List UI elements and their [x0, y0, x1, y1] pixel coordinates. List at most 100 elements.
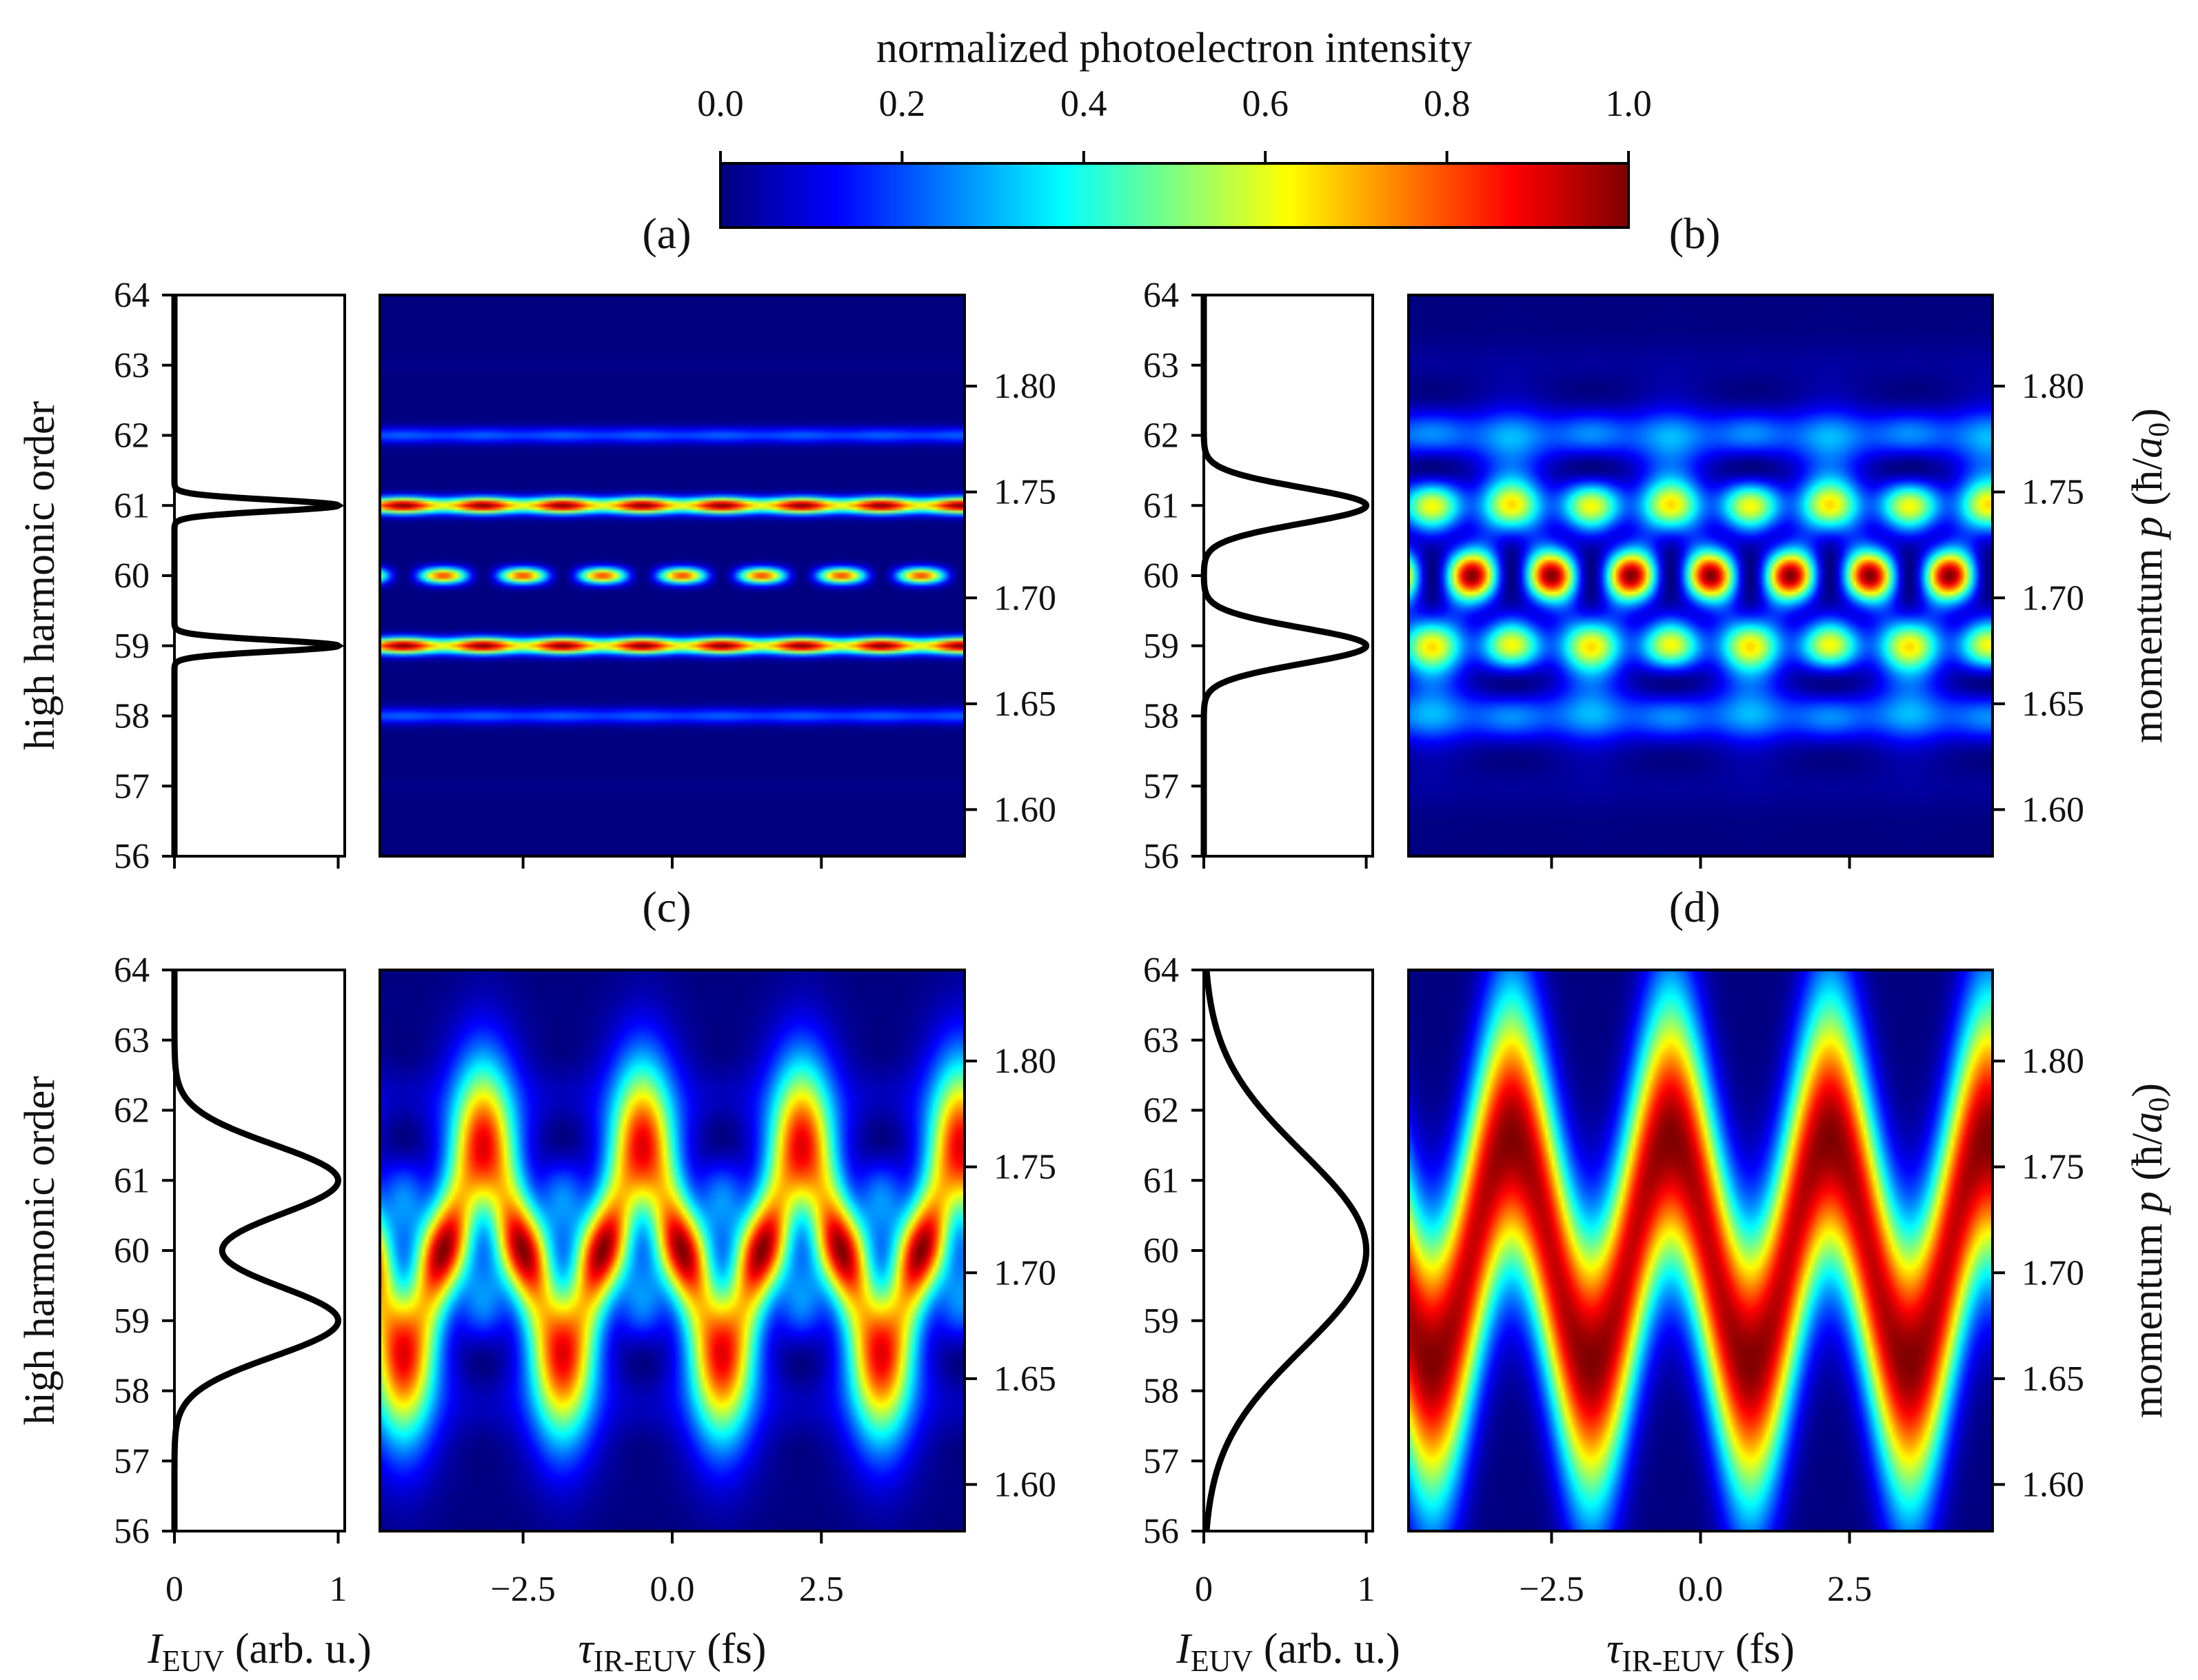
- y-tick-label: 63: [1143, 346, 1179, 385]
- colorbar: [720, 163, 1629, 227]
- spectrum-frame: [1202, 294, 1374, 858]
- panel-c: (c) 56 57 58 59 60 61 62 63 64 1.60 1.65 1.70 1.75 1.8…: [17, 882, 1056, 1678]
- y-tick-label: 57: [114, 1441, 150, 1481]
- panel-d: (d) 56 57 58 59 60 61 62 63 64 1.60 1.65 1.70 1.75 1.8…: [1143, 882, 2175, 1678]
- momentum-tick-label: 1.60: [994, 790, 1056, 829]
- ylabel-var: p: [2124, 516, 2171, 540]
- colorbar-tick-label: 0.2: [879, 83, 926, 124]
- y-tick-label: 57: [1143, 767, 1179, 806]
- momentum-tick-label: 1.75: [994, 473, 1056, 512]
- momentum-tick-label: 1.65: [994, 685, 1056, 724]
- xlabel-sub: EUV: [1191, 1644, 1253, 1678]
- colorbar-frame: [719, 162, 1630, 229]
- heatmap-frame: [1407, 294, 1994, 858]
- ylabel-open: (ħ/: [2124, 458, 2171, 516]
- harmonic-ylabel: high harmonic order: [17, 1076, 63, 1426]
- y-tick-label: 62: [114, 416, 150, 456]
- y-tick-label: 64: [1143, 951, 1179, 990]
- spectrum-frame: [173, 969, 346, 1532]
- xlabel-rest: (fs): [1724, 1626, 1795, 1672]
- momentum-tick-label: 1.60: [2021, 790, 2084, 829]
- heatmap-frame: [379, 294, 966, 858]
- y-tick-label: 56: [1143, 837, 1179, 876]
- momentum-tick-label: 1.75: [2021, 1148, 2084, 1187]
- colorbar-tick-label: 0.4: [1060, 83, 1107, 124]
- colorbar-tick-label: 0.6: [1242, 83, 1289, 124]
- colorbar-tick-label: 0.0: [697, 83, 744, 124]
- delay-xlabel: τIR-EUV (fs): [1606, 1626, 1795, 1678]
- heatmap-a: [380, 295, 965, 856]
- colorbar-tick-label: 1.0: [1605, 83, 1652, 124]
- momentum-tick-label: 1.70: [994, 1253, 1056, 1293]
- panel-label: (a): [642, 209, 691, 258]
- momentum-tick-label: 1.80: [2021, 367, 2084, 406]
- spectrum-curve: [1203, 969, 1370, 1532]
- delay-tick-label: −2.5: [1519, 1570, 1584, 1609]
- y-tick-label: 59: [114, 1302, 150, 1341]
- y-tick-label: 56: [1143, 1512, 1179, 1551]
- momentum-tick-label: 1.70: [994, 578, 1056, 618]
- y-tick-label: 62: [1143, 1091, 1179, 1131]
- intensity-tick-label: 1: [1358, 1570, 1375, 1609]
- ylabel-close: ): [2124, 1083, 2171, 1097]
- ylabel-text: momentum: [2124, 1213, 2171, 1418]
- ylabel-var: p: [2124, 1191, 2171, 1215]
- spectrum-xlabel: IEUV (arb. u.): [1176, 1626, 1400, 1678]
- y-tick-label: 60: [1143, 556, 1179, 596]
- y-tick-label: 64: [1143, 276, 1179, 315]
- heatmap-frame: [1407, 969, 1994, 1532]
- y-tick-label: 58: [114, 1372, 150, 1411]
- y-tick-label: 58: [1143, 697, 1179, 736]
- panel-a: (a) 56 57 58 59 60 61 62 63 64 1.60 1.65 1.70 1.75 1.8…: [17, 209, 1056, 876]
- delay-tick-label: 0.0: [1678, 1570, 1723, 1609]
- y-tick-label: 61: [114, 1161, 150, 1200]
- heatmap-frame: [379, 969, 966, 1532]
- delay-xlabel: τIR-EUV (fs): [578, 1626, 767, 1678]
- y-tick-label: 61: [1143, 1161, 1179, 1200]
- y-tick-label: 63: [114, 1021, 150, 1060]
- y-tick-label: 64: [114, 276, 150, 315]
- spectrum-frame: [173, 294, 346, 858]
- colorbar-tick-label: 0.8: [1424, 83, 1471, 124]
- y-tick-label: 60: [114, 1231, 150, 1271]
- momentum-ylabel: momentum p (ħ/a0): [2124, 408, 2175, 743]
- momentum-tick-label: 1.75: [2021, 473, 2084, 512]
- heatmap-b: [1409, 295, 1993, 856]
- y-tick-label: 59: [1143, 1302, 1179, 1341]
- harmonic-ylabel: high harmonic order: [17, 401, 63, 751]
- xlabel-rest: (fs): [696, 1626, 767, 1672]
- heatmap-c: [380, 970, 965, 1531]
- spectrum-curve: [1200, 295, 1370, 856]
- intensity-tick-label: 1: [330, 1570, 347, 1609]
- y-tick-label: 60: [114, 556, 150, 596]
- panel-b: (b) 56 57 58 59 60 61 62 63 64 1.60 1.65 1.70 1.75 1.8…: [1143, 209, 2175, 876]
- momentum-tick-label: 1.80: [2021, 1042, 2084, 1081]
- y-tick-label: 62: [114, 1091, 150, 1131]
- delay-tick-label: 2.5: [799, 1570, 844, 1609]
- y-tick-label: 59: [114, 627, 150, 666]
- xlabel-rest: (arb. u.): [224, 1626, 371, 1672]
- y-tick-label: 56: [114, 837, 150, 876]
- panel-label: (c): [642, 882, 691, 931]
- xlabel-var: τ: [578, 1626, 596, 1672]
- y-tick-label: 63: [1143, 1021, 1179, 1060]
- delay-tick-label: 0.0: [650, 1570, 695, 1609]
- momentum-tick-label: 1.65: [2021, 1359, 2084, 1399]
- xlabel-var: I: [1176, 1626, 1193, 1672]
- ylabel-unit-var: a: [2124, 437, 2171, 458]
- momentum-tick-label: 1.70: [2021, 1253, 2084, 1293]
- y-tick-label: 56: [114, 1512, 150, 1551]
- y-tick-label: 57: [114, 767, 150, 806]
- y-tick-label: 59: [1143, 627, 1179, 666]
- heatmap-d: [1409, 970, 1993, 1531]
- momentum-tick-label: 1.70: [2021, 578, 2084, 618]
- ylabel-close: ): [2124, 408, 2171, 423]
- ylabel-unit-sub: 0: [2144, 1097, 2175, 1112]
- y-tick-label: 61: [1143, 486, 1179, 525]
- y-tick-label: 61: [114, 486, 150, 525]
- y-tick-label: 58: [1143, 1372, 1179, 1411]
- xlabel-var: τ: [1606, 1626, 1624, 1672]
- ylabel-open: (ħ/: [2124, 1133, 2171, 1191]
- colorbar-title: normalized photoelectron intensity: [876, 25, 1472, 72]
